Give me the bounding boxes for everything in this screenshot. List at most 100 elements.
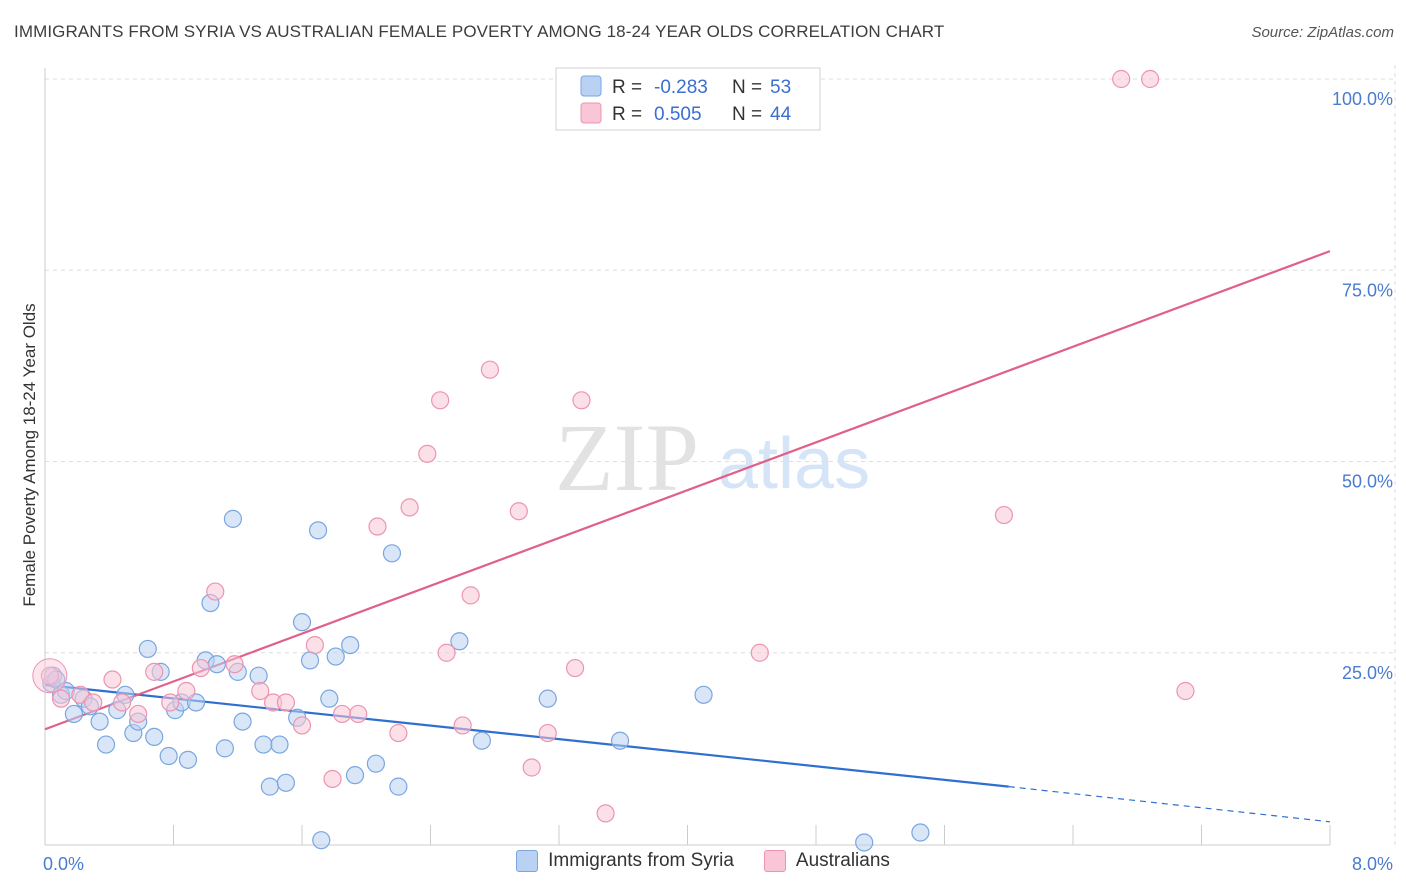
source-credit: Source: ZipAtlas.com [1251, 24, 1394, 41]
x-tick-label: 8.0% [1352, 854, 1393, 874]
australians-point [453, 716, 472, 735]
australians-point [750, 643, 769, 662]
australians-point [292, 716, 312, 735]
australians-point [305, 635, 324, 655]
syria-point [312, 831, 331, 850]
australians-point [389, 723, 408, 743]
australians-point [431, 391, 450, 410]
australians-point [40, 666, 59, 685]
x-tick-label: 0.0% [43, 854, 84, 874]
australians-point [251, 681, 270, 701]
y-tick-label: 25.0% [1342, 663, 1393, 683]
syria-point [320, 689, 339, 708]
legend-n-label: N = [732, 77, 762, 98]
y-tick-label: 50.0% [1342, 472, 1393, 492]
syria-point [326, 647, 345, 666]
syria-point [207, 655, 226, 674]
syria-point [223, 509, 243, 528]
australians-point [84, 693, 103, 712]
syria-point [292, 613, 312, 632]
syria-point [270, 735, 289, 754]
legend-swatch-blue [580, 75, 602, 97]
australians-point [191, 658, 210, 678]
syria-trend-extension [1008, 786, 1331, 823]
legend-n-value: 53 [770, 77, 791, 98]
watermark-zip: ZIP [555, 404, 699, 511]
syria-point [450, 632, 469, 651]
australians-point [418, 444, 437, 463]
syria-point [341, 635, 360, 655]
syria-point [300, 651, 320, 670]
tick-labels: 25.0% 50.0% 75.0% 100.0% 0.0% 8.0% [43, 89, 1393, 874]
australians-point [1112, 69, 1131, 89]
watermark: ZIP atlas [555, 404, 870, 511]
syria-point [260, 777, 279, 796]
australians-point [32, 658, 68, 694]
y-axis-title: Female Poverty Among 18-24 Year Olds [20, 303, 39, 606]
australians-point [161, 693, 180, 712]
correlation-legend: R = -0.283 N = 53 R = 0.505 N = 44 [555, 67, 821, 131]
syria-point [911, 823, 930, 842]
australians-point [323, 769, 342, 789]
legend-r-value: 0.505 [654, 104, 702, 125]
legend-item-syria[interactable]: Immigrants from Syria [516, 850, 734, 872]
syria-point [610, 731, 630, 750]
syria-point [90, 712, 109, 731]
australians-point [206, 582, 225, 601]
australians-point [145, 662, 164, 681]
legend-r-value: -0.283 [654, 77, 708, 98]
australians-point [225, 655, 244, 674]
watermark-atlas: atlas [718, 424, 870, 504]
syria-point [472, 731, 491, 750]
swatch-blue-icon [516, 850, 539, 872]
legend-r-label: R = [612, 104, 642, 125]
australians-point [509, 502, 528, 521]
y-tick-label: 100.0% [1332, 89, 1393, 109]
syria-point [138, 639, 157, 659]
australians-point [1176, 681, 1195, 701]
australians-point [565, 658, 585, 678]
australians-point [276, 693, 296, 712]
legend-r-label: R = [612, 77, 642, 98]
australians-point [437, 643, 456, 662]
syria-point [389, 777, 408, 796]
axes [44, 68, 1331, 846]
trend-lines [44, 250, 1331, 823]
syria-point [254, 735, 273, 754]
australians-point [112, 693, 132, 712]
syria-point [145, 727, 164, 747]
series-legend: Immigrants from Syria Australians [0, 850, 1406, 872]
legend-label-syria: Immigrants from Syria [548, 850, 734, 871]
syria-point [366, 754, 385, 773]
syria-point [178, 750, 198, 769]
syria-point [345, 766, 365, 785]
data-points [32, 69, 1195, 852]
australians-point [103, 670, 122, 689]
australians-point [129, 704, 148, 724]
australians-point [177, 681, 196, 701]
chart-title: IMMIGRANTS FROM SYRIA VS AUSTRALIAN FEMA… [14, 22, 945, 41]
syria-point [159, 746, 178, 766]
australians-point [349, 704, 368, 724]
australians-point [538, 723, 557, 743]
syria-point [249, 666, 268, 685]
legend-label-australians: Australians [795, 850, 890, 871]
australians-trend-line [44, 250, 1331, 731]
syria-point [855, 833, 874, 852]
legend-n-label: N = [732, 104, 762, 125]
syria-trend-line [44, 683, 1009, 788]
syria-point [694, 685, 713, 704]
australians-point [333, 704, 352, 724]
syria-point [233, 712, 252, 731]
legend-swatch-pink [580, 102, 602, 124]
australians-point [51, 689, 71, 708]
legend-n-value: 44 [770, 104, 792, 125]
australians-point [572, 391, 591, 410]
legend-item-australians[interactable]: Australians [763, 850, 890, 872]
syria-point [215, 739, 234, 758]
syria-point [64, 704, 84, 724]
australians-point [994, 505, 1014, 525]
swatch-pink-icon [763, 850, 786, 872]
syria-point [276, 773, 296, 792]
